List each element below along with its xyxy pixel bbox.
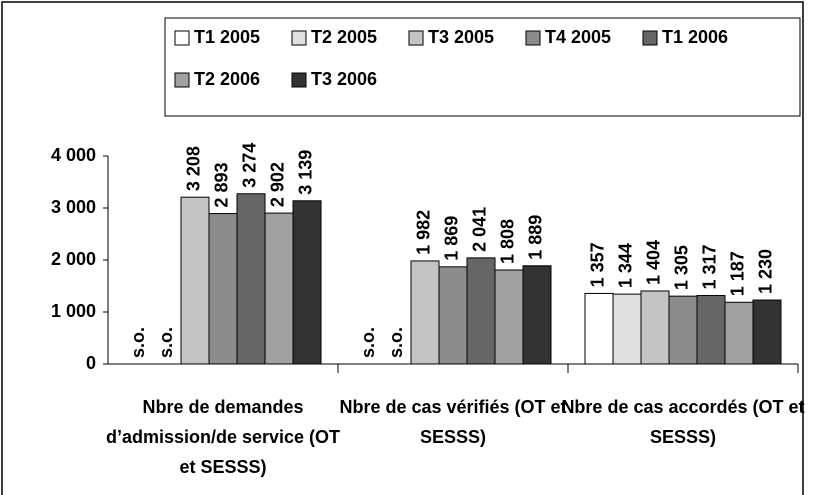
x-tick-label: Nbre de cas accordés (OT et SESSS): [561, 397, 805, 447]
value-label: 1 808: [498, 219, 518, 264]
x-tick-label: Nbre de cas vérifiés (OT et SESSS): [339, 397, 567, 447]
bar: [208, 213, 238, 365]
value-label: s.o.: [386, 327, 406, 358]
legend-swatch: [174, 72, 190, 88]
value-label: 1 889: [526, 215, 546, 260]
legend-label: T1 2005: [194, 27, 260, 47]
legend-label: T3 2006: [311, 69, 377, 89]
legend-swatch: [525, 30, 541, 46]
value-label: 2 041: [470, 207, 490, 252]
legend-box: [164, 17, 801, 117]
value-label: 1 869: [442, 216, 462, 261]
legend-swatch: [174, 30, 190, 46]
bar: [236, 193, 266, 365]
y-tick-label: 0: [86, 353, 96, 373]
bar: [292, 200, 322, 365]
value-label: 1 305: [672, 245, 692, 290]
bar: [264, 212, 294, 365]
value-label: 2 902: [268, 162, 288, 207]
legend-label: T3 2005: [428, 27, 494, 47]
value-label: 1 982: [414, 210, 434, 255]
bar: [466, 257, 496, 365]
x-tick-label: Nbre de demandes d’admission/de service …: [105, 397, 341, 477]
bar: [522, 265, 552, 365]
bar: [410, 260, 440, 365]
legend-label: T1 2006: [662, 27, 728, 47]
value-label: 3 139: [296, 150, 316, 195]
bar: [438, 266, 468, 365]
bar: [180, 196, 210, 365]
bar: [494, 269, 524, 365]
bar: [640, 290, 670, 365]
legend-swatch: [291, 72, 307, 88]
bar: [668, 295, 698, 365]
bar: [724, 301, 754, 365]
value-label: s.o.: [128, 327, 148, 358]
legend-label: T2 2006: [194, 69, 260, 89]
value-label: 1 344: [616, 243, 636, 288]
bar: [696, 295, 726, 365]
legend-swatch: [291, 30, 307, 46]
y-tick-label: 3 000: [51, 197, 96, 217]
value-label: 3 208: [184, 146, 204, 191]
bar: [752, 299, 782, 365]
value-label: 2 893: [212, 163, 232, 208]
x-tick-label-box: Nbre de cas accordés (OT et SESSS): [561, 397, 805, 447]
value-label: 3 274: [240, 143, 260, 188]
x-tick-label-box: Nbre de demandes d’admission/de service …: [105, 397, 341, 477]
y-tick-label: 1 000: [51, 301, 96, 321]
bar: [612, 293, 642, 365]
legend-label: T4 2005: [545, 27, 611, 47]
y-tick-label: 4 000: [51, 145, 96, 165]
value-label: 1 357: [588, 242, 608, 287]
y-tick-label: 2 000: [51, 249, 96, 269]
value-label: s.o.: [156, 327, 176, 358]
legend-swatch: [408, 30, 424, 46]
legend-label: T2 2005: [311, 27, 377, 47]
value-label: s.o.: [358, 327, 378, 358]
value-label: 1 317: [700, 244, 720, 289]
value-label: 1 187: [728, 251, 748, 296]
bar: [584, 292, 614, 365]
legend-swatch: [642, 30, 658, 46]
value-label: 1 230: [756, 249, 776, 294]
x-tick-label-box: Nbre de cas vérifiés (OT et SESSS): [339, 397, 567, 447]
value-label: 1 404: [644, 240, 664, 285]
